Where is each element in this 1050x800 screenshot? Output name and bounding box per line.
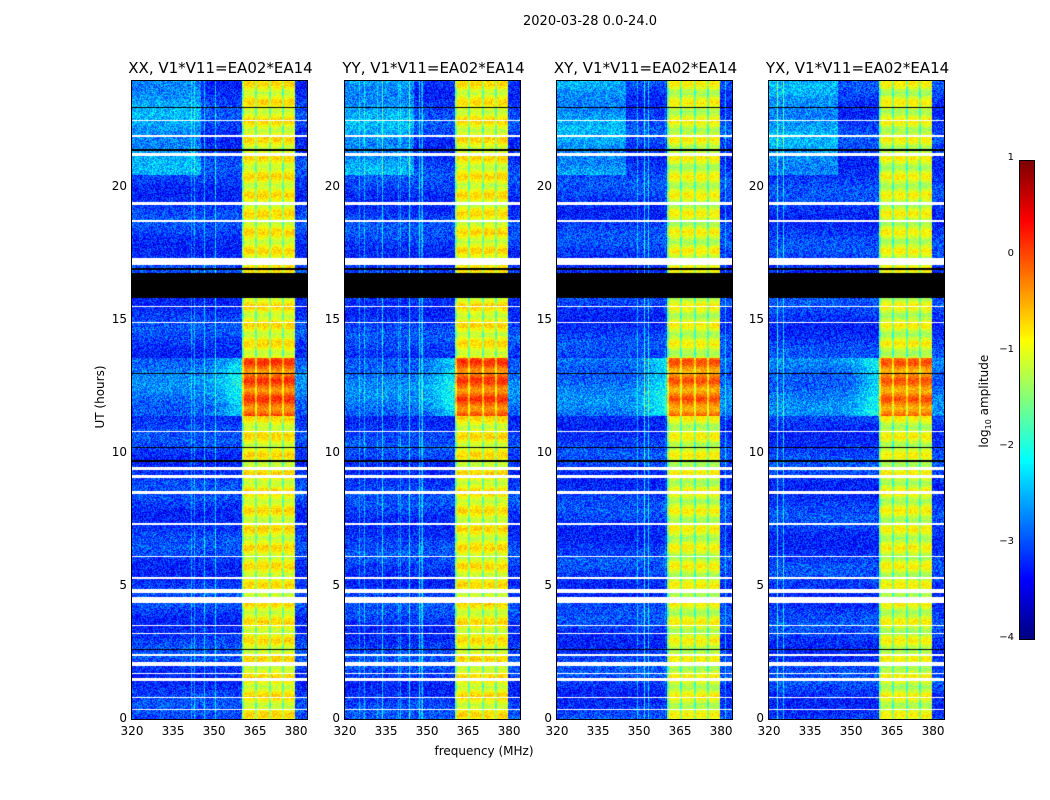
- y-tick-label: 5: [332, 578, 340, 593]
- y-tick-label: 20: [111, 179, 127, 194]
- colorbar-tick-label: −2: [999, 440, 1014, 451]
- x-tick-label: 350: [839, 724, 863, 738]
- x-axis-label: frequency (MHz): [434, 744, 534, 758]
- heatmap-image: [132, 81, 307, 719]
- x-tick-label: 320: [757, 724, 781, 738]
- x-tick-label: 320: [545, 724, 569, 738]
- colorbar-tick-label: 1: [1007, 152, 1014, 163]
- colorbar-tick-label: −1: [999, 344, 1014, 355]
- y-tick-label: 5: [119, 578, 127, 593]
- heatmap-image: [345, 81, 520, 719]
- y-tick-label: 0: [119, 711, 127, 725]
- y-tick-label: 20: [536, 179, 552, 194]
- x-tick-label: 365: [668, 724, 692, 738]
- y-tick-label: 10: [748, 445, 764, 460]
- y-tick-label: 10: [111, 445, 127, 460]
- heatmap-panel-1: XX, V1*V11=EA02*EA14: [128, 59, 313, 720]
- heatmap-panel-4: YX, V1*V11=EA02*EA14: [766, 59, 949, 720]
- y-tick-label: 15: [111, 312, 127, 327]
- x-tick-label: 350: [202, 724, 226, 738]
- colorbar: [1019, 160, 1035, 640]
- y-tick-label: 10: [324, 445, 340, 460]
- y-tick-label: 5: [756, 578, 764, 593]
- x-tick-label: 320: [120, 724, 144, 738]
- y-tick-label: 0: [332, 711, 340, 725]
- y-tick-label: 0: [756, 711, 764, 725]
- x-tick-label: 365: [243, 724, 267, 738]
- y-tick-label: 15: [324, 312, 340, 327]
- figure-title: 2020-03-28 0.0-24.0: [523, 14, 657, 29]
- x-tick-label: 320: [333, 724, 357, 738]
- y-tick-label: 5: [544, 578, 552, 593]
- x-tick-label: 365: [456, 724, 480, 738]
- y-tick-label: 20: [748, 179, 764, 194]
- panel-title: YX, V1*V11=EA02*EA14: [765, 59, 950, 77]
- x-tick-label: 380: [284, 724, 308, 738]
- panel-title: YY, V1*V11=EA02*EA14: [342, 59, 525, 77]
- x-tick-label: 380: [709, 724, 733, 738]
- x-tick-label: 335: [798, 724, 822, 738]
- x-tick-label: 365: [880, 724, 904, 738]
- y-tick-label: 0: [544, 711, 552, 725]
- heatmap-image: [769, 81, 944, 719]
- panel-title: XY, V1*V11=EA02*EA14: [553, 59, 738, 77]
- colorbar-tick-label: −4: [999, 632, 1014, 643]
- heatmap-panel-3: XY, V1*V11=EA02*EA14: [554, 59, 737, 720]
- x-tick-label: 380: [921, 724, 945, 738]
- heatmap-image: [557, 81, 732, 719]
- y-tick-label: 10: [536, 445, 552, 460]
- y-tick-label: 15: [536, 312, 552, 327]
- colorbar-tick-label: −3: [999, 536, 1014, 547]
- x-tick-label: 335: [374, 724, 398, 738]
- colorbar-tick-label: 0: [1007, 248, 1014, 259]
- y-tick-label: 15: [748, 312, 764, 327]
- x-tick-label: 335: [586, 724, 610, 738]
- y-tick-label: 20: [324, 179, 340, 194]
- x-tick-label: 350: [627, 724, 651, 738]
- panel-title: XX, V1*V11=EA02*EA14: [128, 59, 313, 77]
- x-tick-label: 335: [161, 724, 185, 738]
- x-tick-label: 380: [497, 724, 521, 738]
- heatmap-panel-2: YY, V1*V11=EA02*EA14: [342, 59, 525, 720]
- x-tick-label: 350: [415, 724, 439, 738]
